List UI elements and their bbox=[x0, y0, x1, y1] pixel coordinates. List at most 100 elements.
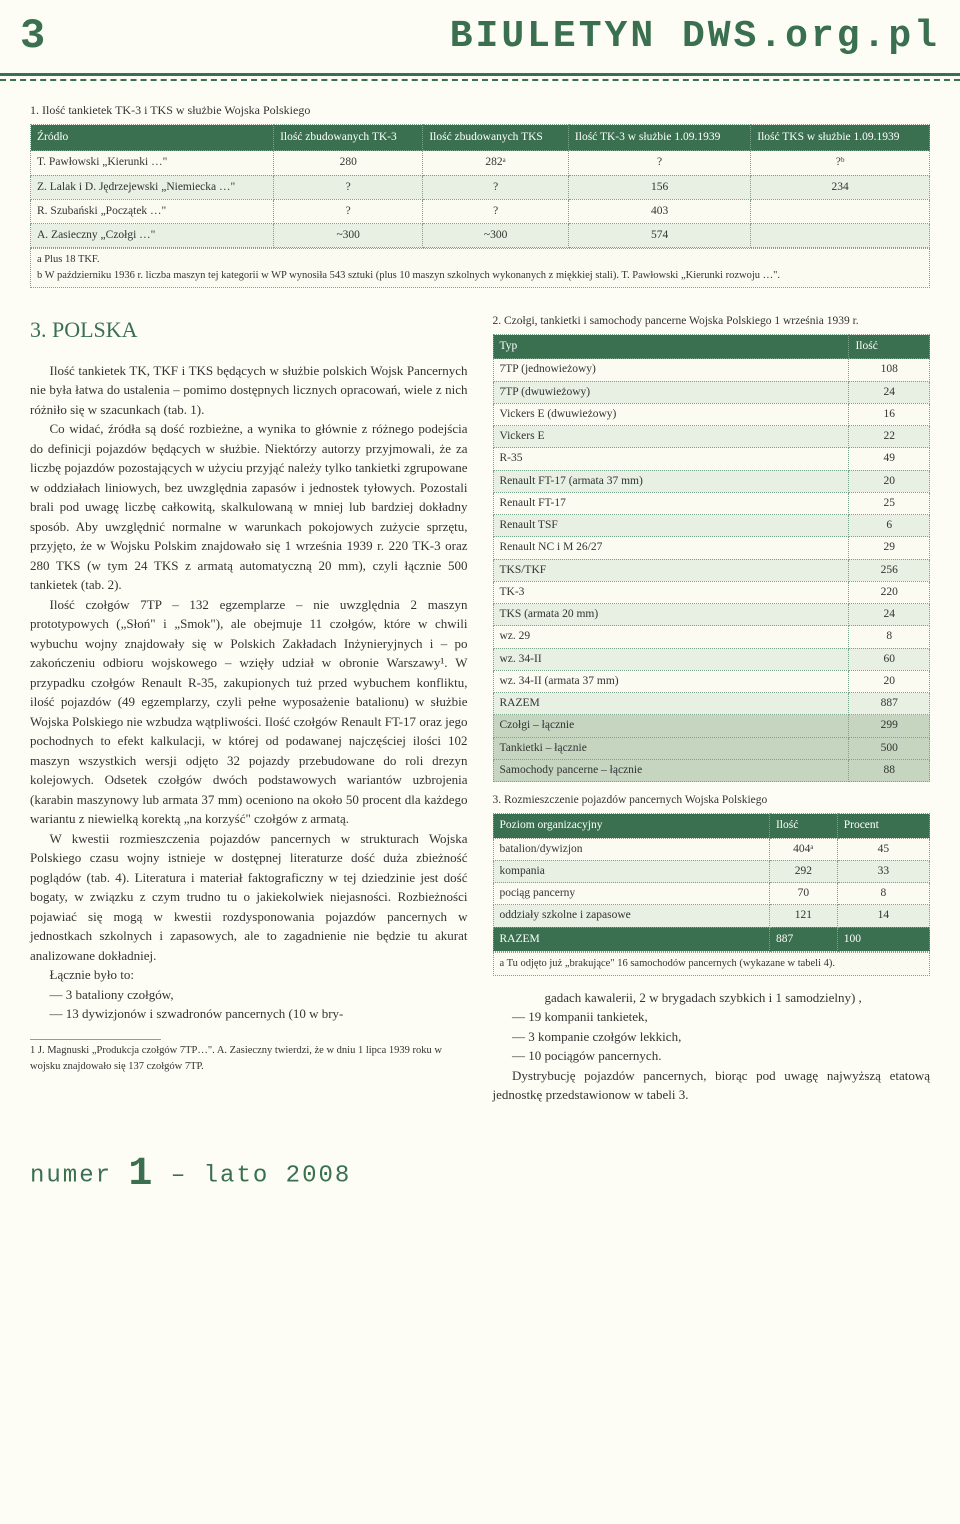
footer-numer: numer bbox=[30, 1162, 112, 1189]
table2-cell: 49 bbox=[849, 448, 930, 470]
table1-cell: 403 bbox=[568, 199, 750, 223]
table3-cell: 292 bbox=[769, 860, 837, 882]
table1-h3: Ilość TK-3 w służbie 1.09.1939 bbox=[568, 125, 750, 151]
table1-cell bbox=[751, 224, 930, 248]
table3-total: 100 bbox=[837, 927, 929, 951]
table3-cell: 45 bbox=[837, 838, 929, 860]
table3: Poziom organizacyjny Ilość Procent batal… bbox=[493, 813, 931, 952]
table2-cell: 22 bbox=[849, 426, 930, 448]
li4: — 3 kompanie czołgów lekkich, bbox=[493, 1027, 931, 1047]
section-title: 3. POLSKA bbox=[30, 313, 468, 346]
table2-cell: wz. 34-II (armata 37 mm) bbox=[493, 670, 849, 692]
table1-cell: ? bbox=[274, 199, 423, 223]
table2-cell: wz. 34-II bbox=[493, 648, 849, 670]
table3-total: 887 bbox=[769, 927, 837, 951]
table3-cell: 70 bbox=[769, 883, 837, 905]
table2-h1: Ilość bbox=[849, 335, 930, 359]
table2-cell: 24 bbox=[849, 381, 930, 403]
table1-caption: 1. Ilość tankietek TK-3 i TKS w służbie … bbox=[30, 101, 930, 119]
table1-cell: ? bbox=[274, 175, 423, 199]
table1-cell: 574 bbox=[568, 224, 750, 248]
table2-subtotal: Samochody pancerne – łącznie bbox=[493, 759, 849, 781]
table1-cell: ? bbox=[568, 151, 750, 175]
table2-cell: Vickers E bbox=[493, 426, 849, 448]
table3-cell: 8 bbox=[837, 883, 929, 905]
table1-cell: 234 bbox=[751, 175, 930, 199]
table1-cell: ~300 bbox=[423, 224, 569, 248]
p5: Łącznie było to: bbox=[30, 965, 468, 985]
li2: — 13 dywizjonów i szwadronów pancernych … bbox=[30, 1004, 468, 1024]
table3-h1: Ilość bbox=[769, 814, 837, 838]
continuation-text: gadach kawalerii, 2 w brygadach szybkich… bbox=[493, 988, 931, 1105]
table2-cell: 24 bbox=[849, 604, 930, 626]
li5: — 10 pociągów pancernych. bbox=[493, 1046, 931, 1066]
table1-h4: Ilość TKS w służbie 1.09.1939 bbox=[751, 125, 930, 151]
table2: Typ Ilość 7TP (jednowieżowy)1087TP (dwuw… bbox=[493, 334, 931, 782]
table2-cell: TK-3 bbox=[493, 581, 849, 603]
page-footer: numer 1 – lato 2008 bbox=[0, 1125, 960, 1235]
table2-cell: R-35 bbox=[493, 448, 849, 470]
p1: Ilość tankietek TK, TKF i TKS będących w… bbox=[30, 361, 468, 420]
table2-cell: Renault NC i M 26/27 bbox=[493, 537, 849, 559]
table1-cell: 282ᵃ bbox=[423, 151, 569, 175]
table2-cell: TKS (armata 20 mm) bbox=[493, 604, 849, 626]
table1-h2: Ilość zbudowanych TKS bbox=[423, 125, 569, 151]
page-header: 3 BIULETYN DWS.org.pl bbox=[0, 0, 960, 76]
table2-cell: Renault TSF bbox=[493, 515, 849, 537]
table1-cell: ?ᵇ bbox=[751, 151, 930, 175]
table2-cell: 220 bbox=[849, 581, 930, 603]
table2-subtotal: Tankietki – łącznie bbox=[493, 737, 849, 759]
table2-cell: 20 bbox=[849, 670, 930, 692]
li3: — 19 kompanii tankietek, bbox=[493, 1007, 931, 1027]
table2-cell: 16 bbox=[849, 403, 930, 425]
footer-issue: 1 bbox=[128, 1152, 154, 1197]
table3-cell: oddziały szkolne i zapasowe bbox=[493, 905, 769, 927]
body-text: Ilość tankietek TK, TKF i TKS będących w… bbox=[30, 361, 468, 1024]
table1-cell bbox=[751, 199, 930, 223]
table2-cell: 8 bbox=[849, 626, 930, 648]
table3-h0: Poziom organizacyjny bbox=[493, 814, 769, 838]
table2-cell: 108 bbox=[849, 359, 930, 381]
table2-cell: Vickers E (dwuwieżowy) bbox=[493, 403, 849, 425]
p3: Ilość czołgów 7TP – 132 egzemplarze – ni… bbox=[30, 595, 468, 829]
table3-caption: 3. Rozmieszczenie pojazdów pancernych Wo… bbox=[493, 792, 931, 809]
table1-cell: A. Zasieczny „Czołgi …" bbox=[31, 224, 274, 248]
table3-cell: pociąg pancerny bbox=[493, 883, 769, 905]
table2-cell: 25 bbox=[849, 492, 930, 514]
footnote-rule bbox=[30, 1039, 161, 1040]
table3-total: RAZEM bbox=[493, 927, 769, 951]
table1-cell: ? bbox=[423, 199, 569, 223]
table2-caption: 2. Czołgi, tankietki i samochody pancern… bbox=[493, 313, 931, 330]
footnote-1: 1 J. Magnuski „Produkcja czołgów 7TP…". … bbox=[30, 1043, 468, 1075]
table2-subtotal: Czołgi – łącznie bbox=[493, 715, 849, 737]
table2-cell: Renault FT-17 (armata 37 mm) bbox=[493, 470, 849, 492]
footer-season: – lato 2008 bbox=[171, 1162, 351, 1189]
table1-cell: Z. Lalak i D. Jędrzejewski „Niemiecka …" bbox=[31, 175, 274, 199]
table2-cell: RAZEM bbox=[493, 693, 849, 715]
p6: Dystrybucję pojazdów pancernych, biorąc … bbox=[493, 1066, 931, 1105]
table1-cell: 280 bbox=[274, 151, 423, 175]
table2-cell: 887 bbox=[849, 693, 930, 715]
table3-footnote: a Tu odjęto już „brakujące" 16 samochodó… bbox=[493, 952, 931, 976]
page-number: 3 bbox=[20, 5, 45, 68]
table3-cell: 121 bbox=[769, 905, 837, 927]
table1-cell: ~300 bbox=[274, 224, 423, 248]
table2-cell: 60 bbox=[849, 648, 930, 670]
site-title: BIULETYN DWS.org.pl bbox=[450, 8, 940, 65]
table2-cell: 29 bbox=[849, 537, 930, 559]
cont1: gadach kawalerii, 2 w brygadach szybkich… bbox=[493, 988, 931, 1008]
table2-cell: 6 bbox=[849, 515, 930, 537]
table2-subtotal: 500 bbox=[849, 737, 930, 759]
table1-footnote: a Plus 18 TKF. b W październiku 1936 r. … bbox=[30, 248, 930, 288]
table2-cell: 7TP (jednowieżowy) bbox=[493, 359, 849, 381]
table2-subtotal: 299 bbox=[849, 715, 930, 737]
table3-cell: kompania bbox=[493, 860, 769, 882]
table1-h1: Ilość zbudowanych TK-3 bbox=[274, 125, 423, 151]
table3-cell: 33 bbox=[837, 860, 929, 882]
table2-cell: 20 bbox=[849, 470, 930, 492]
table2-h0: Typ bbox=[493, 335, 849, 359]
main-content: 1. Ilość tankietek TK-3 i TKS w służbie … bbox=[0, 76, 960, 1125]
table1-cell: ? bbox=[423, 175, 569, 199]
table1-cell: T. Pawłowski „Kierunki …" bbox=[31, 151, 274, 175]
p2: Co widać, źródła są dość rozbieżne, a wy… bbox=[30, 419, 468, 595]
